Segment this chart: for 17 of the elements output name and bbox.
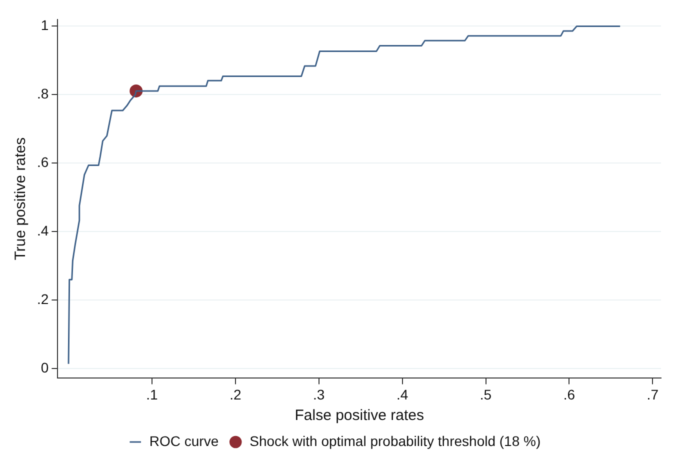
y-tick-label: .4 (36, 222, 49, 239)
x-tick-label: .2 (230, 386, 242, 402)
legend-label: ROC curve (149, 432, 219, 449)
x-tick-label: .1 (146, 386, 158, 402)
y-tick-label: 0 (40, 359, 49, 376)
y-tick-label: 1 (40, 17, 49, 34)
y-tick-label: .6 (36, 154, 49, 170)
legend-label: Shock with optimal probability threshold (18 %) (250, 432, 541, 449)
y-tick-label: .2 (36, 291, 49, 307)
x-tick-label: .6 (563, 386, 576, 402)
x-tick-label: .4 (396, 386, 408, 402)
y-axis-title: True positive rates (12, 137, 30, 260)
x-axis-title: False positive rates (294, 407, 424, 424)
x-tick-label: .7 (646, 386, 659, 402)
y-tick-label: .8 (36, 86, 49, 102)
x-tick-label: .3 (313, 386, 325, 402)
x-tick-label: .5 (480, 386, 492, 402)
